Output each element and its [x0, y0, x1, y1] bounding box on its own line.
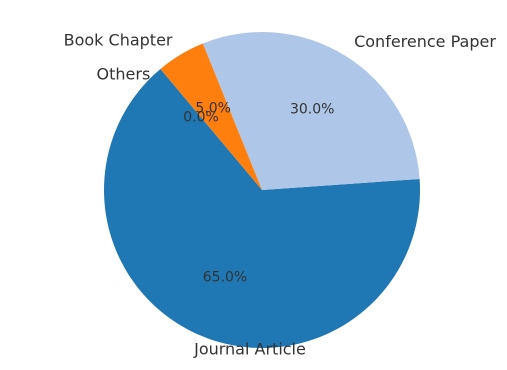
slice-book-chapter — [160, 43, 262, 190]
pie-slices — [104, 31, 421, 348]
label-journal-article: Journal Article — [193, 340, 306, 359]
pie-labels: Journal Article 65.0% Conference Paper 30.0… — [64, 31, 497, 359]
slice-conference-paper — [202, 31, 420, 190]
pct-conference-paper: 30.0% — [290, 102, 334, 118]
pct-journal-article: 65.0% — [203, 269, 247, 285]
pct-book-chapter: 5.0% — [195, 101, 231, 117]
pct-others: 0.0% — [183, 109, 219, 125]
label-book-chapter: Book Chapter — [64, 31, 173, 50]
label-others: Others — [97, 64, 151, 83]
slice-journal-article — [104, 68, 421, 348]
label-conference-paper: Conference Paper — [354, 32, 496, 51]
